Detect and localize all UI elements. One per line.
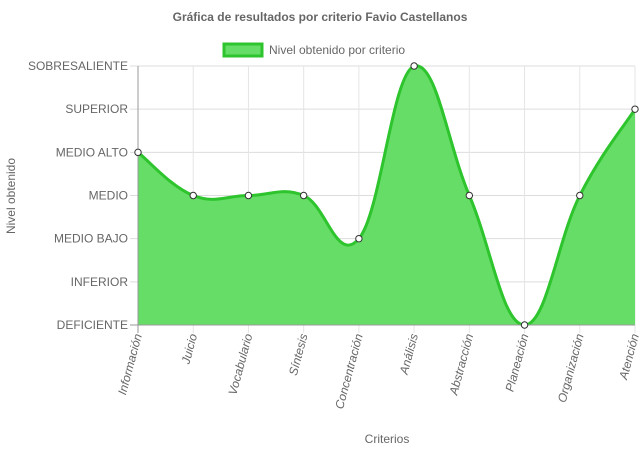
x-tick-label: Información <box>115 332 145 396</box>
data-point-3[interactable] <box>299 191 308 200</box>
data-point-9[interactable] <box>631 105 639 113</box>
chart-title: Gráfica de resultados por criterio Favio… <box>173 10 468 24</box>
x-tick-label: Vocabulario <box>226 332 256 397</box>
y-tick-label: SOBRESALIENTE <box>28 59 128 73</box>
data-point-5[interactable] <box>410 62 418 70</box>
data-point-7[interactable] <box>520 321 529 329</box>
x-tick-label: Análisis <box>397 332 421 377</box>
legend-swatch <box>222 42 264 58</box>
x-tick-label: Concentración <box>332 332 366 411</box>
x-tick-label: Organización <box>555 332 587 404</box>
x-tick-label: Planeación <box>503 332 532 393</box>
x-tick-labels: Información Juicio Vocabulario Síntesis Conc… <box>115 332 639 411</box>
data-point-8[interactable] <box>576 191 584 200</box>
y-tick-label: INFERIOR <box>71 275 129 289</box>
y-axis-title: Nivel obtenido <box>4 158 18 234</box>
x-tick-label: Juicio <box>178 332 200 367</box>
series-fill <box>138 65 635 326</box>
y-tick-label: SUPERIOR <box>65 102 128 116</box>
y-tick-label: MEDIO BAJO <box>54 232 128 246</box>
data-points <box>134 62 639 329</box>
data-point-1[interactable] <box>189 191 197 200</box>
axes <box>137 66 635 326</box>
legend-label: Nivel obtenido por criterio <box>269 43 405 57</box>
y-tick-label: MEDIO ALTO <box>56 145 128 159</box>
x-axis-title: Criterios <box>365 432 410 446</box>
y-tick-label: MEDIO <box>89 189 128 203</box>
data-point-2[interactable] <box>244 191 253 200</box>
x-tick-label: Atención <box>616 332 639 382</box>
data-point-6[interactable] <box>465 191 474 200</box>
data-point-0[interactable] <box>134 148 142 157</box>
y-tick-label: DEFICIENTE <box>57 318 128 332</box>
x-tick-label: Síntesis <box>286 332 311 377</box>
y-tick-labels: DEFICIENTE INFERIOR MEDIO BAJO MEDIO MEDIO A… <box>28 59 128 332</box>
data-point-4[interactable] <box>355 234 363 243</box>
legend[interactable]: Nivel obtenido por criterio <box>222 42 405 58</box>
x-tick-label: Abstracción <box>446 332 476 397</box>
